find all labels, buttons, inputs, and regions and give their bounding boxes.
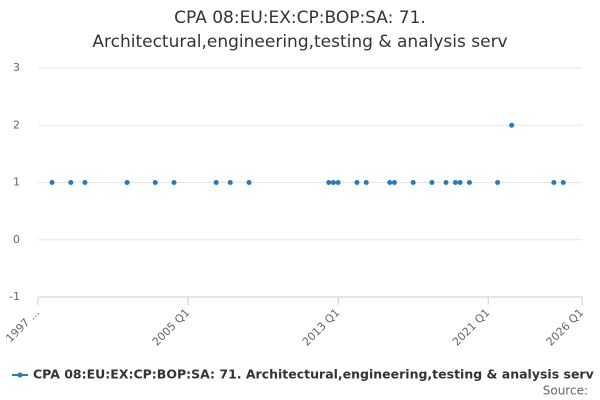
- point: [246, 180, 252, 185]
- point: [560, 180, 566, 185]
- point: [326, 180, 332, 185]
- y-tick-label: 1: [13, 176, 20, 189]
- point: [82, 180, 88, 185]
- point: [551, 180, 557, 185]
- y-tick-label: 2: [13, 118, 20, 131]
- point: [49, 180, 55, 185]
- legend-label: CPA 08:EU:EX:CP:BOP:SA: 71. Architectura…: [33, 367, 594, 382]
- x-tick-label: 2021 Q1: [450, 306, 493, 349]
- y-tick-label: 3: [13, 61, 20, 74]
- point: [391, 180, 397, 185]
- point: [124, 180, 130, 185]
- point: [68, 180, 74, 185]
- point: [457, 180, 463, 185]
- source: Source:: [543, 384, 588, 398]
- point: [227, 180, 233, 185]
- y-tick-label: 0: [13, 233, 20, 246]
- point: [452, 180, 458, 185]
- point: [330, 180, 336, 185]
- chart-title: CPA 08:EU:EX:CP:BOP:SA: 71. Architectura…: [92, 8, 508, 52]
- point: [335, 180, 341, 185]
- point: [466, 180, 472, 185]
- x-tick-label: 2013 Q1: [300, 306, 343, 349]
- x-tick-label: 2005 Q1: [150, 306, 193, 349]
- point: [387, 180, 393, 185]
- point: [429, 180, 435, 185]
- y-tick-label: -1: [9, 290, 20, 303]
- point: [495, 180, 501, 185]
- point: [171, 180, 177, 185]
- x-tick-label: 1997 ...: [3, 306, 42, 345]
- point: [354, 180, 360, 185]
- point: [213, 180, 219, 185]
- point: [509, 122, 515, 128]
- point: [363, 180, 369, 185]
- point: [152, 180, 158, 185]
- point: [410, 180, 416, 185]
- point: [443, 180, 449, 185]
- x-tick-label: 2026 Q1: [544, 306, 587, 349]
- legend-marker: [17, 372, 23, 378]
